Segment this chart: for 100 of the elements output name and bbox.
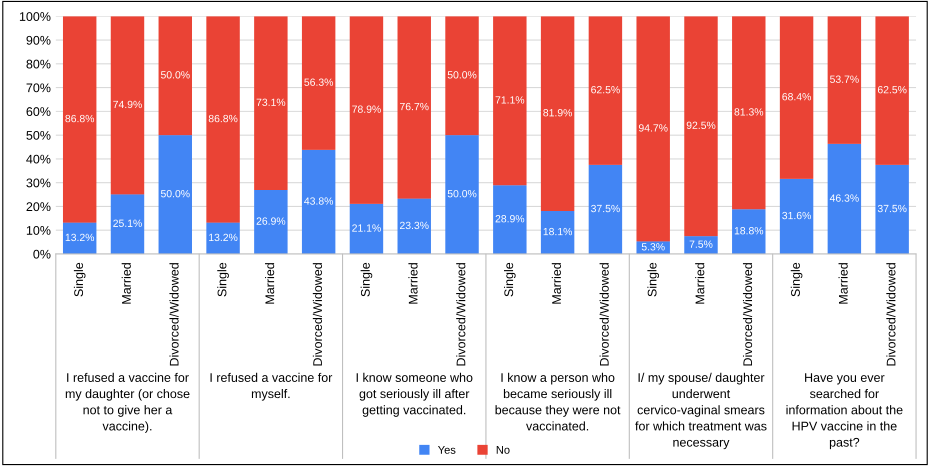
data-label: 68.4%	[782, 93, 811, 100]
data-label: 43.8%	[304, 197, 334, 205]
data-label: 81.9%	[543, 109, 572, 116]
data-label: 46.3%	[830, 194, 859, 202]
bar	[875, 164, 909, 254]
y-tick-label: 40%	[26, 154, 50, 164]
data-label: 92.5%	[686, 122, 716, 130]
data-label: 78.9%	[352, 105, 381, 113]
data-label: 74.9%	[113, 100, 142, 108]
x-tick-label: Divorced/Widowed	[742, 263, 752, 366]
x-tick-label: Single	[217, 262, 229, 296]
bar	[445, 135, 479, 254]
bar	[540, 16, 574, 211]
x-tick-label: Married	[695, 263, 704, 304]
data-label: 71.1%	[496, 96, 524, 104]
data-label: 5.3%	[642, 243, 665, 250]
data-label: 18.1%	[544, 228, 572, 236]
data-label: 37.5%	[591, 204, 620, 212]
legend-label: No	[496, 446, 510, 454]
bar	[540, 210, 574, 254]
bar	[780, 178, 814, 254]
legend-label: Yes	[438, 446, 456, 454]
data-label: 56.3%	[304, 78, 334, 86]
x-tick-label: Married	[122, 263, 131, 304]
bar	[398, 16, 431, 199]
x-tick-label: Single	[647, 262, 660, 296]
y-tick-label: 80%	[26, 60, 50, 68]
bar	[875, 16, 909, 165]
data-label: 25.1%	[113, 220, 142, 227]
text: I/ my spouse/ daughter underwent cervico-vaginal smears for which treatment was necessary	[635, 372, 767, 450]
x-tick-label: Single	[504, 262, 516, 296]
bar	[110, 16, 144, 194]
data-label: 37.5%	[878, 204, 907, 212]
bar	[350, 16, 384, 204]
x-tick-label: Married	[552, 263, 561, 304]
data-label: 81.3%	[734, 108, 764, 116]
data-label: 86.8%	[65, 114, 94, 122]
data-label: 26.9%	[256, 217, 286, 225]
data-label: 31.6%	[782, 212, 811, 220]
bar	[206, 222, 240, 254]
text: I know someone who got seriously ill after getting vaccinated.	[356, 372, 472, 417]
y-tick-label: 10%	[26, 226, 50, 235]
x-tick-label: Single	[74, 262, 86, 296]
y-tick-label: 20%	[26, 202, 50, 212]
y-tick-label: 30%	[26, 178, 50, 188]
bar	[62, 16, 96, 223]
x-tick-label: Divorced/Widowed	[169, 263, 179, 366]
data-label: 23.3%	[400, 222, 429, 230]
bar	[493, 185, 527, 254]
y-tick-label: 60%	[26, 107, 50, 116]
bar	[780, 16, 814, 179]
x-tick-label: Divorced/Widowed	[600, 263, 609, 366]
x-tick-label: Single	[360, 262, 372, 296]
data-label: 13.2%	[209, 234, 238, 242]
data-label: 50.0%	[448, 71, 476, 79]
bar	[302, 16, 336, 150]
bar	[302, 150, 336, 254]
y-tick-label: 70%	[26, 83, 50, 92]
bar	[158, 135, 192, 254]
data-label: 86.8%	[208, 114, 238, 122]
x-tick-label: Married	[838, 263, 848, 304]
bar	[732, 209, 766, 254]
data-label: 13.2%	[66, 234, 94, 242]
bar	[493, 16, 527, 186]
bar	[636, 16, 670, 242]
data-label: 7.5%	[690, 240, 712, 248]
data-label: 62.5%	[878, 86, 907, 94]
bar	[350, 204, 384, 254]
text: I know a person who became seriously ill because they were not vaccinated.	[496, 372, 620, 431]
data-label: 50.0%	[160, 190, 190, 198]
bar	[828, 144, 862, 254]
data-label: 50.0%	[448, 190, 476, 198]
data-label: 94.7%	[638, 124, 668, 132]
bar	[588, 16, 622, 165]
x-tick-label: Married	[265, 263, 274, 304]
text: I refused a vaccine for myself.	[210, 372, 332, 401]
bar	[206, 16, 240, 223]
bar	[445, 16, 479, 136]
data-label: 21.1%	[352, 224, 381, 232]
bar	[158, 16, 192, 136]
data-label: 50.0%	[160, 71, 190, 79]
x-tick-label: Married	[408, 263, 418, 304]
text: I refused a vaccine for my daughter (or chose not to give her a vaccine).	[66, 372, 190, 433]
data-label: 73.1%	[256, 98, 286, 106]
bar	[828, 16, 862, 144]
y-tick-label: 0%	[33, 250, 50, 259]
bar	[588, 164, 622, 254]
x-tick-label: Divorced/Widowed	[456, 263, 466, 366]
data-label: 53.7%	[830, 76, 859, 83]
bar	[254, 190, 288, 254]
bar	[254, 16, 288, 190]
y-tick-label: 50%	[26, 130, 50, 140]
x-tick-label: Divorced/Widowed	[886, 263, 896, 366]
data-label: 18.8%	[734, 227, 764, 234]
text: Have you ever searched for information about the HPV vaccine in the past?	[786, 373, 903, 450]
y-tick-label: 100%	[20, 12, 50, 21]
data-label: 28.9%	[496, 215, 524, 222]
bar	[110, 194, 144, 254]
data-label: 76.7%	[400, 102, 429, 110]
data-label: 62.5%	[591, 86, 620, 94]
